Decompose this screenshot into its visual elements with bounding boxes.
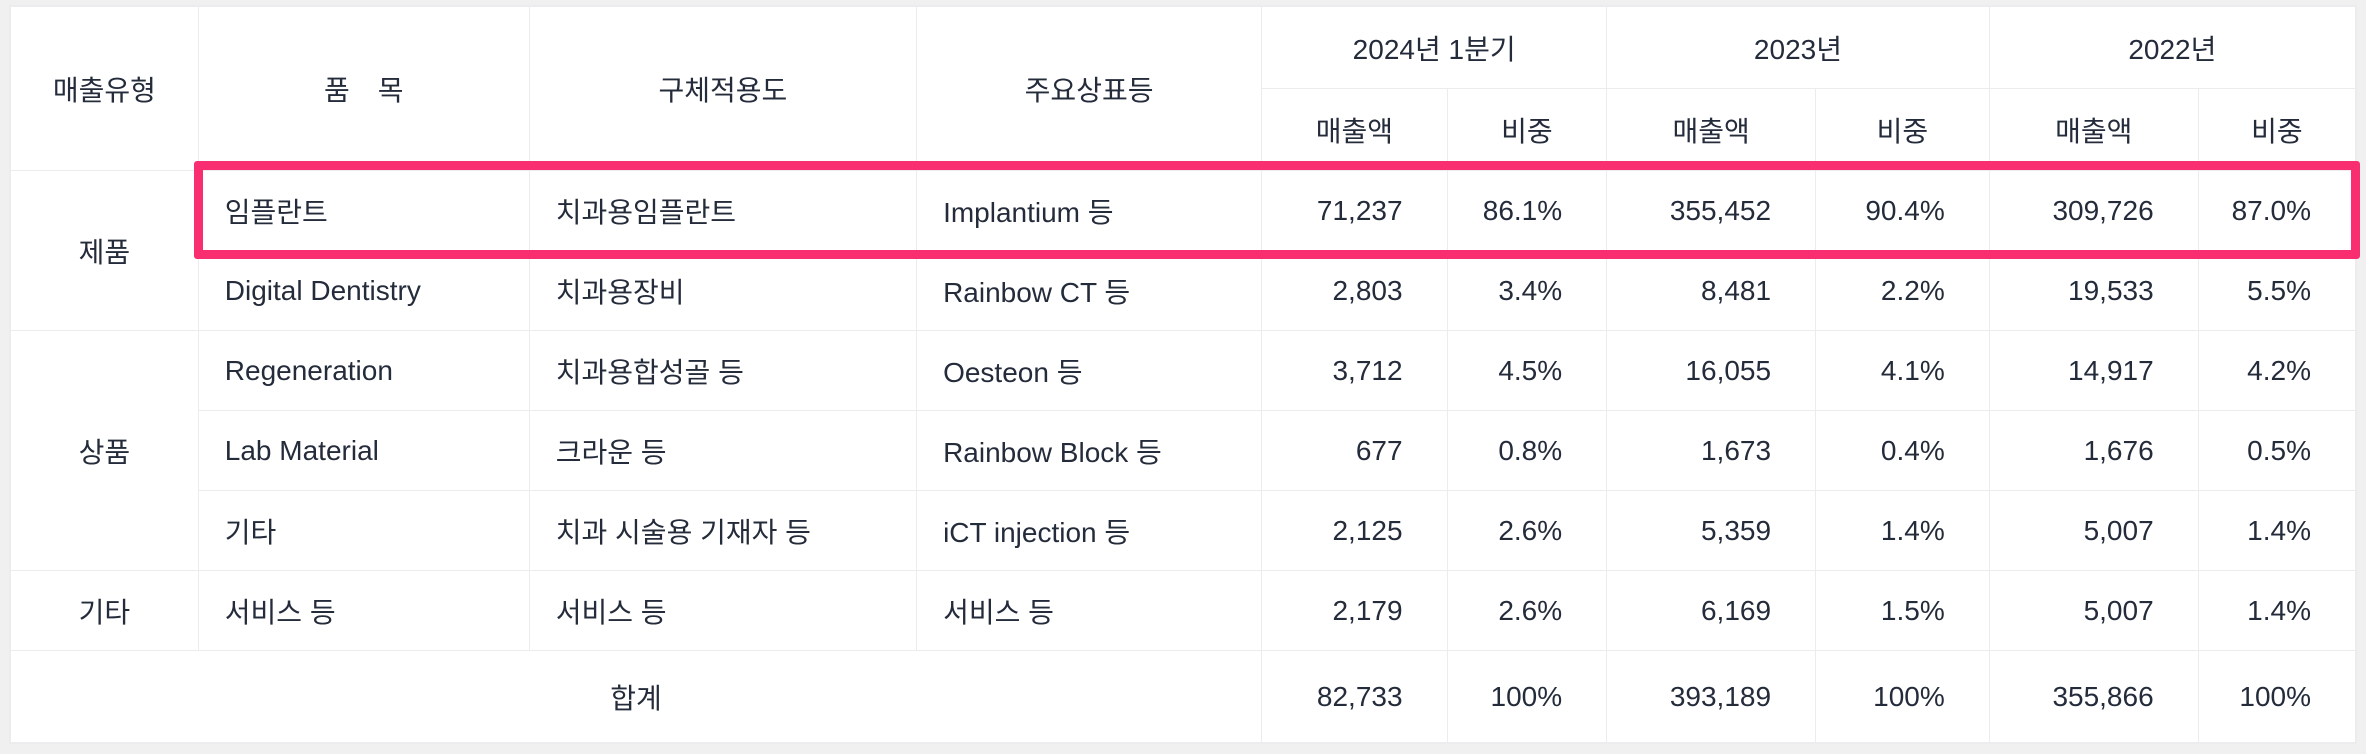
revenue-cell-2022: 19,533 <box>1988 250 2199 331</box>
use-cell: 치과용임플란트 <box>528 170 918 251</box>
share-cell-2023: 90.4% <box>1815 170 1990 251</box>
item-cell: 기타 <box>197 490 530 571</box>
revenue-cell-2024q1: 2,179 <box>1261 570 1448 651</box>
revenue-cell-2022: 5,007 <box>1988 490 2199 571</box>
revenue-cell-2022: 5,007 <box>1988 570 2199 651</box>
header-revenue-2024q1: 매출액 <box>1261 88 1448 171</box>
share-cell-2023: 0.4% <box>1815 410 1990 491</box>
group-cell-goods: 상품 <box>10 330 199 571</box>
header-revenue-2023: 매출액 <box>1606 88 1817 171</box>
share-cell-2024q1: 3.4% <box>1446 250 1608 331</box>
share-cell-2022: 1.4% <box>2197 570 2357 651</box>
revenue-cell-2024q1: 2,803 <box>1261 250 1448 331</box>
use-cell: 치과용장비 <box>528 250 918 331</box>
use-cell: 서비스 등 <box>528 570 918 651</box>
total-revenue-2022: 355,866 <box>1988 650 2199 743</box>
share-cell-2024q1: 4.5% <box>1446 330 1608 411</box>
share-cell-2024q1: 2.6% <box>1446 490 1608 571</box>
share-cell-2024q1: 0.8% <box>1446 410 1608 491</box>
table-body: 제품 임플란트 치과용임플란트 Implantium 등 71,237 86.1… <box>9 170 2357 743</box>
table-row-services: 기타 서비스 등 서비스 등 서비스 등 2,179 2.6% 6,169 1.… <box>10 570 2357 651</box>
share-cell-2022: 1.4% <box>2197 490 2357 571</box>
table-row-etc-items: 기타 치과 시술용 기재자 등 iCT injection 등 2,125 2.… <box>11 490 2357 571</box>
header-row-subcolumns: 매출액 비중 매출액 비중 매출액 비중 <box>11 88 2357 171</box>
header-sales-type: 매출유형 <box>10 6 199 171</box>
table-row-lab-material: Lab Material 크라운 등 Rainbow Block 등 677 0… <box>11 410 2357 491</box>
header-share-2023: 비중 <box>1815 88 1990 171</box>
item-cell: Digital Dentistry <box>197 250 530 331</box>
sales-by-type-table: 매출유형 품 목 구체적용도 주요상표등 2024년 1분기 2023년 202… <box>9 5 2360 744</box>
total-revenue-2024q1: 82,733 <box>1261 650 1448 743</box>
share-cell-2022: 0.5% <box>2197 410 2357 491</box>
total-label-cell: 합계 <box>9 650 1263 743</box>
header-share-2022: 비중 <box>2197 88 2357 171</box>
sales-table: 매출유형 품 목 구체적용도 주요상표등 2024년 1분기 2023년 202… <box>9 6 2357 743</box>
share-cell-2024q1: 2.6% <box>1446 570 1608 651</box>
item-cell: Regeneration <box>197 330 530 411</box>
brand-cell: Rainbow Block 등 <box>916 410 1263 491</box>
revenue-cell-2023: 1,673 <box>1606 410 1817 491</box>
revenue-cell-2023: 6,169 <box>1606 570 1817 651</box>
item-cell: Lab Material <box>197 410 530 491</box>
share-cell-2024q1: 86.1% <box>1446 170 1608 251</box>
brand-cell: 서비스 등 <box>916 570 1263 651</box>
table-row-total: 합계 82,733 100% 393,189 100% 355,866 100% <box>9 650 2357 743</box>
revenue-cell-2023: 5,359 <box>1606 490 1817 571</box>
share-cell-2023: 1.5% <box>1815 570 1990 651</box>
header-period-2024q1: 2024년 1분기 <box>1261 6 1608 89</box>
revenue-cell-2023: 8,481 <box>1606 250 1817 331</box>
table-row-regeneration: 상품 Regeneration 치과용합성골 등 Oesteon 등 3,712… <box>10 330 2357 571</box>
use-cell: 치과용합성골 등 <box>528 330 918 411</box>
revenue-cell-2024q1: 3,712 <box>1261 330 1448 411</box>
total-share-2024q1: 100% <box>1446 650 1608 743</box>
share-cell-2022: 4.2% <box>2197 330 2357 411</box>
header-major-brands: 주요상표등 <box>916 6 1263 171</box>
revenue-cell-2024q1: 71,237 <box>1261 170 1448 251</box>
total-share-2023: 100% <box>1815 650 1990 743</box>
table-row-implant: 제품 임플란트 치과용임플란트 Implantium 등 71,237 86.1… <box>10 170 2357 331</box>
group-cell-product: 제품 <box>10 170 199 331</box>
header-revenue-2022: 매출액 <box>1988 88 2199 171</box>
share-cell-2023: 1.4% <box>1815 490 1990 571</box>
revenue-cell-2022: 1,676 <box>1988 410 2199 491</box>
header-specific-use: 구체적용도 <box>528 6 918 171</box>
share-cell-2022: 5.5% <box>2197 250 2357 331</box>
revenue-cell-2022: 309,726 <box>1988 170 2199 251</box>
use-cell: 크라운 등 <box>528 410 918 491</box>
brand-cell: iCT injection 등 <box>916 490 1263 571</box>
revenue-cell-2023: 355,452 <box>1606 170 1817 251</box>
share-cell-2022: 87.0% <box>2197 170 2357 251</box>
header-row-periods: 매출유형 품 목 구체적용도 주요상표등 2024년 1분기 2023년 202… <box>10 6 2357 171</box>
header-share-2024q1: 비중 <box>1446 88 1608 171</box>
total-share-2022: 100% <box>2197 650 2357 743</box>
table-header: 매출유형 품 목 구체적용도 주요상표등 2024년 1분기 2023년 202… <box>10 6 2357 171</box>
brand-cell: Implantium 등 <box>916 170 1263 251</box>
share-cell-2023: 2.2% <box>1815 250 1990 331</box>
header-period-2022: 2022년 <box>1988 6 2357 89</box>
item-cell: 서비스 등 <box>197 570 530 651</box>
revenue-cell-2024q1: 2,125 <box>1261 490 1448 571</box>
brand-cell: Oesteon 등 <box>916 330 1263 411</box>
item-cell: 임플란트 <box>197 170 530 251</box>
brand-cell: Rainbow CT 등 <box>916 250 1263 331</box>
total-revenue-2023: 393,189 <box>1606 650 1817 743</box>
revenue-cell-2023: 16,055 <box>1606 330 1817 411</box>
revenue-cell-2022: 14,917 <box>1988 330 2199 411</box>
revenue-cell-2024q1: 677 <box>1261 410 1448 491</box>
header-period-2023: 2023년 <box>1606 6 1990 89</box>
table-row-digital-dentistry: Digital Dentistry 치과용장비 Rainbow CT 등 2,8… <box>11 250 2357 331</box>
header-item: 품 목 <box>197 6 530 171</box>
share-cell-2023: 4.1% <box>1815 330 1990 411</box>
group-cell-etc: 기타 <box>10 570 199 651</box>
use-cell: 치과 시술용 기재자 등 <box>528 490 918 571</box>
